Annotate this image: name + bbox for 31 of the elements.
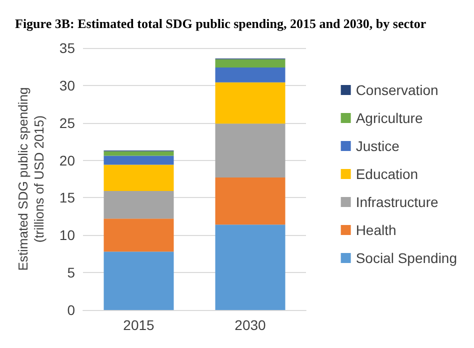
bar	[104, 252, 174, 310]
legend-label: Conservation	[356, 82, 438, 98]
bar	[104, 156, 174, 165]
bar	[215, 224, 286, 310]
chart-title: Figure 3B: Estimated total SDG public spending, 2015 and 2030, by sector	[15, 16, 426, 31]
bar	[104, 218, 174, 252]
legend-label: Agriculture	[356, 110, 423, 126]
bar	[215, 82, 286, 124]
y-tick-label: 5	[67, 264, 76, 281]
bar	[104, 151, 174, 156]
bar	[215, 178, 286, 225]
x-tick-label: 2015	[123, 317, 155, 333]
y-tick-label: 20	[59, 152, 76, 168]
legend-label: Social Spending	[356, 250, 457, 266]
legend-label: Education	[356, 166, 418, 182]
y-axis-title: Estimated SDG public spending (trillions of USD 2015)	[16, 87, 46, 271]
legend-label: Health	[356, 222, 396, 238]
y-tick-label: 10	[59, 227, 76, 244]
legend-label: Infrastructure	[356, 194, 439, 210]
bar	[215, 124, 286, 178]
bar	[215, 67, 286, 82]
bar	[104, 190, 174, 219]
bar	[215, 59, 286, 68]
y-tick-label: 35	[59, 40, 76, 56]
y-tick-label: 0	[67, 302, 76, 318]
y-tick-label: 25	[59, 114, 76, 131]
bar	[104, 164, 174, 191]
x-tick-label: 2030	[234, 317, 266, 333]
legend-label: Justice	[356, 138, 400, 154]
y-tick-label: 15	[59, 190, 76, 206]
y-tick-label: 30	[59, 77, 76, 94]
